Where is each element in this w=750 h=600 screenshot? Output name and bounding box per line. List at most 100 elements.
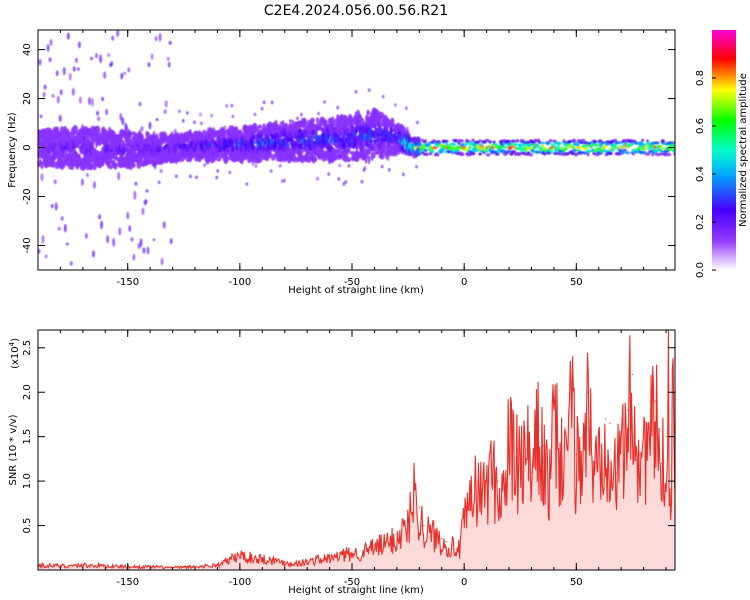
spectrogram-cell bbox=[564, 147, 568, 151]
snr-x-axis: -150 -100 -50 0 50 bbox=[37, 330, 667, 588]
spectrogram-cell bbox=[327, 172, 331, 176]
spectrogram-cell bbox=[224, 155, 229, 163]
spectrogram-cell bbox=[517, 152, 522, 156]
spectrogram-cell bbox=[121, 147, 126, 156]
snr-point bbox=[660, 462, 663, 464]
spectrogram-x-tick-label: 0 bbox=[461, 277, 467, 288]
spectrogram-cell bbox=[470, 152, 476, 156]
spectrogram-cell bbox=[594, 152, 598, 157]
snr-area bbox=[38, 330, 675, 570]
spectrogram-cell bbox=[338, 163, 342, 168]
spectrogram-cell bbox=[607, 151, 613, 156]
spectrogram-cell bbox=[132, 151, 138, 156]
colorbar: 0.0 0.2 0.4 0.6 0.8 Normalized spectral ampl… bbox=[695, 30, 749, 278]
spectrogram-cell bbox=[284, 122, 288, 130]
spectrogram-cell bbox=[210, 113, 214, 118]
spectrogram-cell bbox=[142, 247, 146, 254]
spectrogram-cell bbox=[169, 238, 173, 245]
spectrogram-cell bbox=[97, 116, 101, 122]
spectrogram-cell bbox=[355, 141, 359, 151]
spectrogram-cell bbox=[491, 143, 495, 147]
spectrogram-cell bbox=[393, 103, 397, 107]
snr-x-tick-label: 50 bbox=[570, 577, 583, 588]
spectrogram-cell bbox=[118, 227, 122, 236]
spectrogram-cell bbox=[162, 221, 166, 229]
spectrogram-cell bbox=[203, 163, 206, 167]
spectrogram-cell bbox=[152, 238, 156, 242]
spectrogram-cell bbox=[625, 151, 630, 155]
spectrogram-cell bbox=[523, 148, 528, 153]
snr-plot-area bbox=[38, 330, 675, 570]
spectrogram-cell bbox=[147, 62, 151, 68]
spectrogram-cell bbox=[366, 110, 370, 116]
spectrogram-cell bbox=[480, 145, 485, 149]
spectrogram-cell bbox=[586, 153, 590, 157]
spectrogram-cell bbox=[367, 88, 371, 92]
spectrogram-y-tick-label: -20 bbox=[22, 188, 33, 204]
snr-point bbox=[418, 507, 420, 509]
spectrogram-cell bbox=[424, 139, 427, 143]
spectrogram-cell bbox=[473, 149, 479, 153]
spectrogram-cell bbox=[570, 146, 576, 150]
spectrogram-cell bbox=[574, 153, 578, 157]
spectrogram-cell bbox=[327, 134, 331, 141]
snr-x-tick-label: -50 bbox=[344, 577, 360, 588]
snr-point bbox=[631, 373, 634, 375]
spectrogram-cell bbox=[620, 144, 625, 149]
spectrogram-cell bbox=[314, 157, 318, 162]
spectrogram-cell bbox=[511, 139, 514, 143]
spectrogram-cell bbox=[593, 143, 599, 147]
snr-point bbox=[604, 418, 607, 420]
snr-point bbox=[654, 400, 656, 402]
spectrogram-cell bbox=[635, 147, 642, 151]
colorbar-tick-label: 0.0 bbox=[695, 262, 706, 278]
spectrogram-cell bbox=[44, 254, 48, 259]
snr-y-label: SNR (10 * v/v) bbox=[8, 414, 19, 485]
spectrogram-cell bbox=[112, 238, 116, 247]
spectrogram-cell bbox=[347, 164, 351, 168]
spectrogram-cell bbox=[556, 142, 562, 146]
spectrogram-cell bbox=[526, 143, 533, 147]
spectrogram-cell bbox=[68, 72, 72, 81]
spectrogram-cell bbox=[540, 141, 545, 145]
spectrogram-cell bbox=[658, 152, 663, 156]
spectrogram-cell bbox=[133, 190, 137, 200]
spectrogram-cell bbox=[415, 164, 418, 169]
spectrogram-cell bbox=[140, 126, 144, 132]
spectrogram-cell bbox=[216, 169, 220, 173]
spectrogram-cell bbox=[132, 253, 136, 261]
spectrogram-cell bbox=[141, 207, 145, 216]
spectrogram-cell bbox=[105, 108, 109, 116]
spectrogram-cell bbox=[571, 138, 577, 142]
spectrogram-cell bbox=[84, 233, 88, 239]
spectrogram-cell bbox=[367, 155, 371, 165]
spectrogram-cell bbox=[586, 149, 592, 153]
spectrogram-cell bbox=[670, 141, 675, 145]
spectrogram-cell bbox=[268, 149, 272, 159]
spectrogram-cell bbox=[50, 203, 54, 209]
spectrogram-cell bbox=[57, 227, 61, 231]
spectrogram-cell bbox=[346, 157, 352, 163]
spectrogram-cell bbox=[424, 152, 429, 156]
spectrogram-cell bbox=[159, 168, 163, 174]
spectrogram-cell bbox=[167, 61, 171, 68]
colorbar-tick-label: 0.4 bbox=[695, 166, 706, 182]
spectrogram-cell bbox=[177, 109, 181, 114]
spectrogram-cell bbox=[468, 145, 472, 149]
spectrogram-cell bbox=[260, 106, 264, 111]
spectrogram-cell bbox=[535, 150, 540, 154]
spectrogram-cell bbox=[100, 162, 105, 167]
spectrogram-cell bbox=[507, 149, 512, 153]
spectrogram-x-axis: -150 -100 -50 0 50 bbox=[37, 30, 667, 288]
snr-series-line bbox=[38, 330, 675, 570]
spectrogram-cell bbox=[186, 111, 189, 115]
spectrogram-cell bbox=[445, 142, 449, 146]
spectrogram-cell bbox=[380, 164, 384, 169]
spectrogram-cell bbox=[330, 142, 334, 146]
spectrogram-cell bbox=[62, 66, 66, 76]
spectrogram-cell bbox=[94, 125, 101, 136]
spectrogram-cell bbox=[93, 181, 96, 189]
snr-point bbox=[609, 422, 611, 424]
spectrogram-cell bbox=[110, 61, 114, 66]
